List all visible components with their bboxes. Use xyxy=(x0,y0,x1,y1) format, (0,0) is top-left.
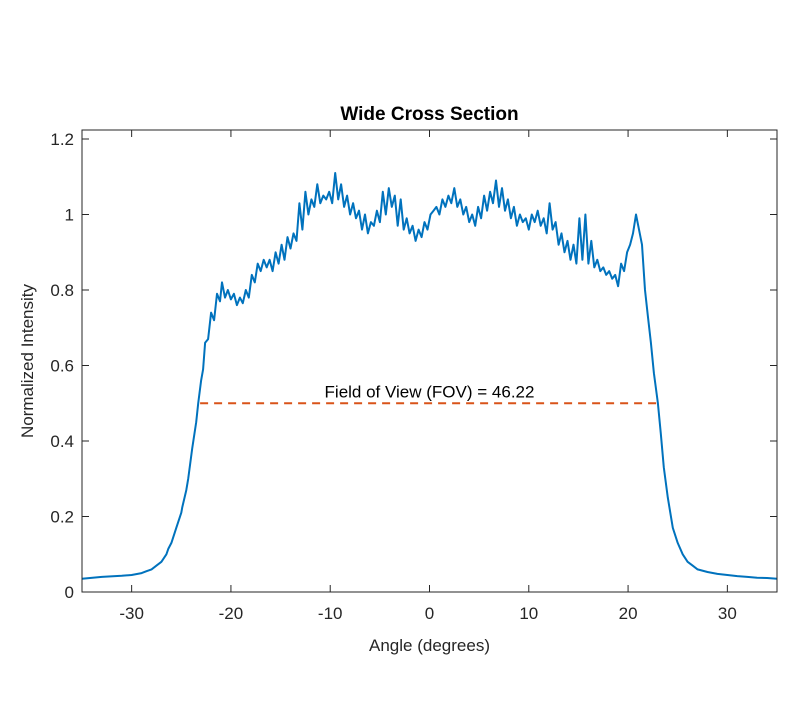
chart-title: Wide Cross Section xyxy=(340,104,518,125)
y-tick-label: 0.8 xyxy=(50,281,74,300)
x-tick-label: 10 xyxy=(519,604,538,623)
x-tick-label: 30 xyxy=(718,604,737,623)
x-axis-label: Angle (degrees) xyxy=(369,636,490,655)
y-tick-label: 1 xyxy=(65,206,74,225)
y-tick-label: 0 xyxy=(65,583,74,602)
y-tick-label: 0.2 xyxy=(50,508,74,527)
intensity-line xyxy=(81,172,778,580)
x-tick-label: 20 xyxy=(619,604,638,623)
annotations: Field of View (FOV) = 46.22 xyxy=(325,382,535,401)
x-axis: -30 -20 -10 0 10 20 30 xyxy=(119,130,737,623)
y-axis-label: Normalized Intensity xyxy=(18,284,37,439)
fov-annotation: Field of View (FOV) = 46.22 xyxy=(325,382,535,401)
x-tick-label: 0 xyxy=(425,604,434,623)
y-tick-label: 0.4 xyxy=(50,432,74,451)
y-tick-label: 0.6 xyxy=(50,357,74,376)
x-tick-label: -30 xyxy=(119,604,144,623)
x-tick-label: -10 xyxy=(318,604,343,623)
x-tick-label: -20 xyxy=(219,604,244,623)
series-layer xyxy=(81,172,778,580)
y-axis: 0 0.2 0.4 0.6 0.8 1 1.2 xyxy=(50,130,777,602)
y-tick-label: 1.2 xyxy=(50,130,74,149)
